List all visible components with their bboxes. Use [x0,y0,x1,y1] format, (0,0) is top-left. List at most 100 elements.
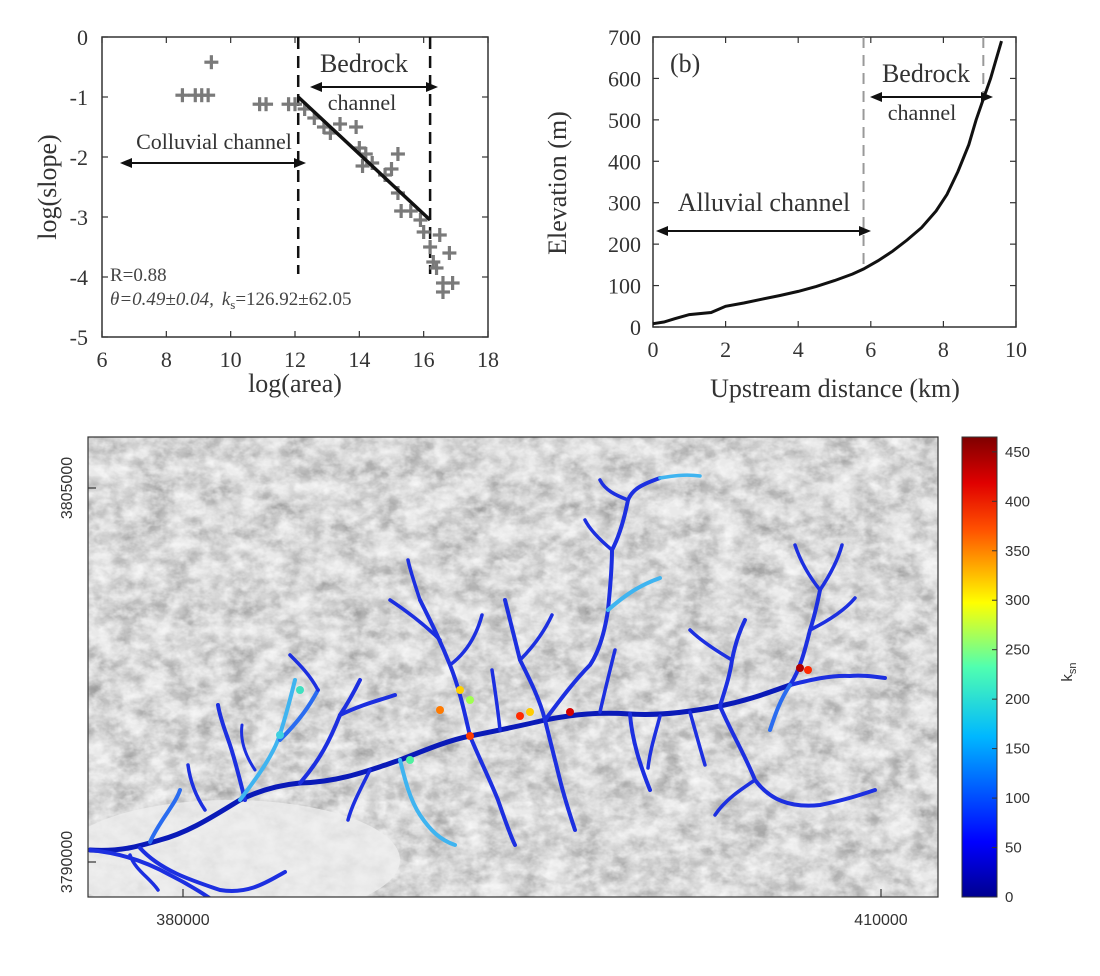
river-segment [793,543,822,592]
a-ytick-label: 0 [77,25,88,50]
panel-b-x-ticks: 0 2 4 6 8 10 [648,37,1027,362]
river-segment [490,668,502,732]
map-frame [87,436,939,898]
river-network [88,473,887,897]
elevation-profile-line [652,40,1003,326]
bedrock-b-arrow [870,92,993,102]
a-xtick-label: 18 [477,347,499,372]
river-segment [238,678,297,802]
b-ytick-label: 700 [608,25,641,50]
river-segment [788,673,887,687]
panel-a-points [175,55,460,299]
river-segment [240,723,257,772]
panel-a-y-ticks: 0 -1 -2 -3 -4 -5 [70,25,488,350]
river-segment [338,693,397,717]
river-segment [583,518,614,552]
ksn-hotspot [466,696,474,704]
river-segment [543,718,577,832]
data-point [288,97,302,112]
panel-a-x-axis-label: log(area) [248,369,342,398]
b-xtick-label: 6 [865,337,876,362]
b-xtick-label: 8 [938,337,949,362]
colorbar-label: ksn [1059,662,1079,681]
river-segment [768,683,792,732]
river-segment [718,704,877,808]
bedrock-b-channel-label: channel [888,100,956,125]
river-segment [628,712,652,792]
river-segment [713,778,757,817]
bedrock-channel-label: channel [328,90,396,115]
river-segment [216,703,247,802]
river-segment [186,763,207,812]
a-xtick-label: 8 [161,347,172,372]
river-segment [128,853,160,892]
a-ytick-label: -1 [70,85,88,110]
cb-tick-label: 200 [1005,691,1030,708]
map-y-tick-3790000: 3790000 [59,831,76,893]
ksn-hotspot [516,712,524,720]
data-point [201,88,216,103]
panel-b-y-axis-label: Elevation (m) [543,111,572,255]
data-point [384,162,399,176]
river-segment [448,613,484,667]
b-ytick-label: 300 [608,191,641,216]
data-point [349,120,364,134]
b-ytick-label: 100 [608,274,641,299]
a-ytick-label: -4 [70,265,88,290]
cb-tick-label: 450 [1005,444,1030,461]
panel-a-y-axis-label: log(slope) [33,134,62,239]
data-point [333,117,348,131]
river-segment [346,768,372,822]
data-point [416,225,431,239]
alluvial-arrow [656,226,871,236]
ksn-hotspot [406,756,414,764]
b-xtick-label: 2 [720,337,731,362]
bedrock-arrow [310,82,438,92]
panel-b-label: (b) [670,49,700,78]
river-segment [818,543,844,592]
colorbar-ticks: 450 400 350 300 250 200 150 100 50 0 [992,444,1030,906]
b-ytick-label: 500 [608,108,641,133]
colluvial-channel-label: Colluvial channel [136,129,292,154]
river-segment [646,714,662,770]
cb-tick-label: 100 [1005,790,1030,807]
ksn-map-panel: 380000 410000 3805000 3790000 450 400 350 3… [59,436,1079,929]
panel-a-x-ticks: 6 8 10 12 14 16 18 [97,37,499,372]
data-point [390,147,405,161]
ksn-hotspot [526,708,534,716]
r-value: R=0.88 [110,265,167,286]
data-point [204,55,219,70]
regression-line [297,95,432,222]
b-xtick-label: 10 [1005,337,1027,362]
map-x-tick-410000: 410000 [854,912,907,929]
a-ytick-label: -2 [70,145,88,170]
data-point [413,213,428,227]
cb-tick-label: 400 [1005,493,1030,510]
alluvial-channel-label: Alluvial channel [678,188,851,217]
data-point [445,276,460,290]
b-ytick-label: 600 [608,66,641,91]
longitudinal-profile-panel: 700 600 500 400 300 200 100 0 0 2 4 6 8 10 Upstream … [543,25,1027,403]
a-xtick-label: 12 [284,347,306,372]
map-x-tick-380000: 380000 [156,912,209,929]
bedrock-label: Bedrock [320,49,408,78]
river-segment [543,548,614,722]
a-ytick-label: -5 [70,325,88,350]
b-ytick-label: 0 [630,315,641,340]
river-segment [288,653,320,692]
slope-area-panel: 0 -1 -2 -3 -4 -5 6 8 10 12 14 16 18 log(area) log(s… [33,25,499,398]
river-segment [88,682,793,853]
river-segment [406,558,422,602]
river-segment [88,848,212,897]
hillshade [88,437,938,897]
ksn-hotspot [796,664,804,672]
panel-b-frame [652,36,1017,328]
b-xtick-label: 0 [648,337,659,362]
data-point [403,204,418,218]
a-xtick-label: 14 [348,347,370,372]
data-point [355,159,370,173]
data-point [432,228,447,242]
b-xtick-label: 4 [793,337,804,362]
panel-b-dividers [862,37,985,269]
